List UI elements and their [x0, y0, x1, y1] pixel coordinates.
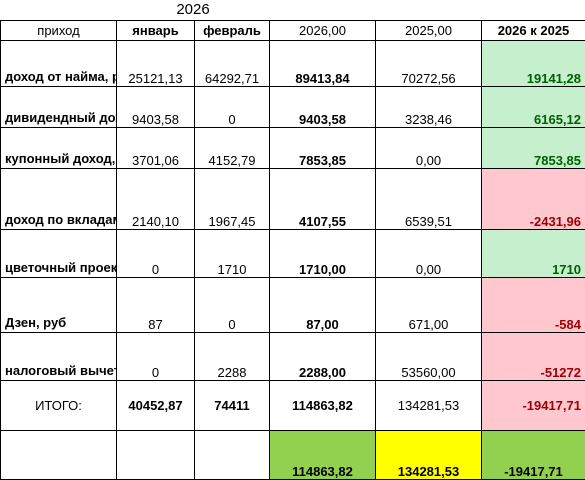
header-compare-cell[interactable]: 2026 к 2025	[482, 20, 585, 40]
total-2025-cell[interactable]: 53560,00	[376, 332, 482, 380]
header-row: приход январь февраль 2026,00 2025,00 20…	[1, 20, 585, 40]
row-label-cell[interactable]: доход по вкладам, % на остаток, руб	[1, 168, 117, 229]
diff-cell[interactable]: 6165,12	[482, 86, 585, 127]
header-label-cell[interactable]: приход	[1, 20, 117, 40]
row-label-cell[interactable]: налоговый вычет, руб	[1, 332, 117, 380]
total-2025-cell[interactable]: 671,00	[376, 277, 482, 332]
diff-cell[interactable]: 19141,28	[482, 40, 585, 86]
total-2025-cell[interactable]: 0,00	[376, 229, 482, 277]
diff-cell[interactable]: -51272	[482, 332, 585, 380]
total-2026-cell[interactable]: 87,00	[270, 277, 376, 332]
feb-cell[interactable]: 4152,79	[195, 127, 270, 168]
diff-cell[interactable]: -584	[482, 277, 585, 332]
table-row: Дзен, руб 87 0 87,00 671,00 -584	[1, 277, 585, 332]
total-2026-cell[interactable]: 1710,00	[270, 229, 376, 277]
feb-cell[interactable]: 64292,71	[195, 40, 270, 86]
row-label-cell[interactable]: цветочный проект, руб	[1, 229, 117, 277]
year-title[interactable]: 2026	[117, 0, 270, 20]
row-label-cell[interactable]: доход от найма, руб	[1, 40, 117, 86]
total-2025-cell[interactable]: 134281,53	[376, 380, 482, 430]
header-feb-cell[interactable]: февраль	[195, 20, 270, 40]
feb-cell[interactable]: 1967,45	[195, 168, 270, 229]
jan-cell[interactable]: 2140,10	[117, 168, 195, 229]
table-row: купонный доход, руб 3701,06 4152,79 7853…	[1, 127, 585, 168]
total-2026-cell[interactable]: 89413,84	[270, 40, 376, 86]
total-2026-cell[interactable]: 9403,58	[270, 86, 376, 127]
total-feb-cell[interactable]: 74411	[195, 380, 270, 430]
feb-cell[interactable]: 1710	[195, 229, 270, 277]
total-row: ИТОГО: 40452,87 74411 114863,82 134281,5…	[1, 380, 585, 430]
jan-cell[interactable]: 9403,58	[117, 86, 195, 127]
total-2025-cell[interactable]: 3238,46	[376, 86, 482, 127]
row-label-cell[interactable]: купонный доход, руб	[1, 127, 117, 168]
total-2026-cell[interactable]: 4107,55	[270, 168, 376, 229]
table-row: налоговый вычет, руб 0 2288 2288,00 5356…	[1, 332, 585, 380]
jan-cell[interactable]: 3701,06	[117, 127, 195, 168]
row-label-cell[interactable]: дивидендный доход, руб	[1, 86, 117, 127]
header-2026-cell[interactable]: 2026,00	[270, 20, 376, 40]
total-2026-cell[interactable]: 7853,85	[270, 127, 376, 168]
table-row: цветочный проект, руб 0 1710 1710,00 0,0…	[1, 229, 585, 277]
total-2025-cell[interactable]: 0,00	[376, 127, 482, 168]
total-diff-cell[interactable]: -19417,71	[482, 380, 585, 430]
total-2026-cell[interactable]: 2288,00	[270, 332, 376, 380]
total-jan-cell[interactable]: 40452,87	[117, 380, 195, 430]
feb-cell[interactable]: 0	[195, 277, 270, 332]
table-row: дивидендный доход, руб 9403,58 0 9403,58…	[1, 86, 585, 127]
jan-cell[interactable]: 0	[117, 229, 195, 277]
jan-cell[interactable]: 0	[117, 332, 195, 380]
total-2025-cell[interactable]: 70272,56	[376, 40, 482, 86]
table-row: доход от найма, руб 25121,13 64292,71 89…	[1, 40, 585, 86]
diff-cell[interactable]: 7853,85	[482, 127, 585, 168]
total-label-cell[interactable]: ИТОГО:	[1, 380, 117, 430]
header-2025-cell[interactable]: 2025,00	[376, 20, 482, 40]
jan-cell[interactable]: 25121,13	[117, 40, 195, 86]
row-label-cell[interactable]: Дзен, руб	[1, 277, 117, 332]
jan-cell[interactable]: 87	[117, 277, 195, 332]
feb-cell[interactable]: 2288	[195, 332, 270, 380]
diff-cell[interactable]: 1710	[482, 229, 585, 277]
total-2026-cell[interactable]: 114863,82	[270, 380, 376, 430]
header-jan-cell[interactable]: январь	[117, 20, 195, 40]
table-row: доход по вкладам, % на остаток, руб 2140…	[1, 168, 585, 229]
total-2025-cell[interactable]: 6539,51	[376, 168, 482, 229]
year-title-row: 2026	[1, 0, 585, 20]
feb-cell[interactable]: 0	[195, 86, 270, 127]
diff-cell[interactable]: -2431,96	[482, 168, 585, 229]
